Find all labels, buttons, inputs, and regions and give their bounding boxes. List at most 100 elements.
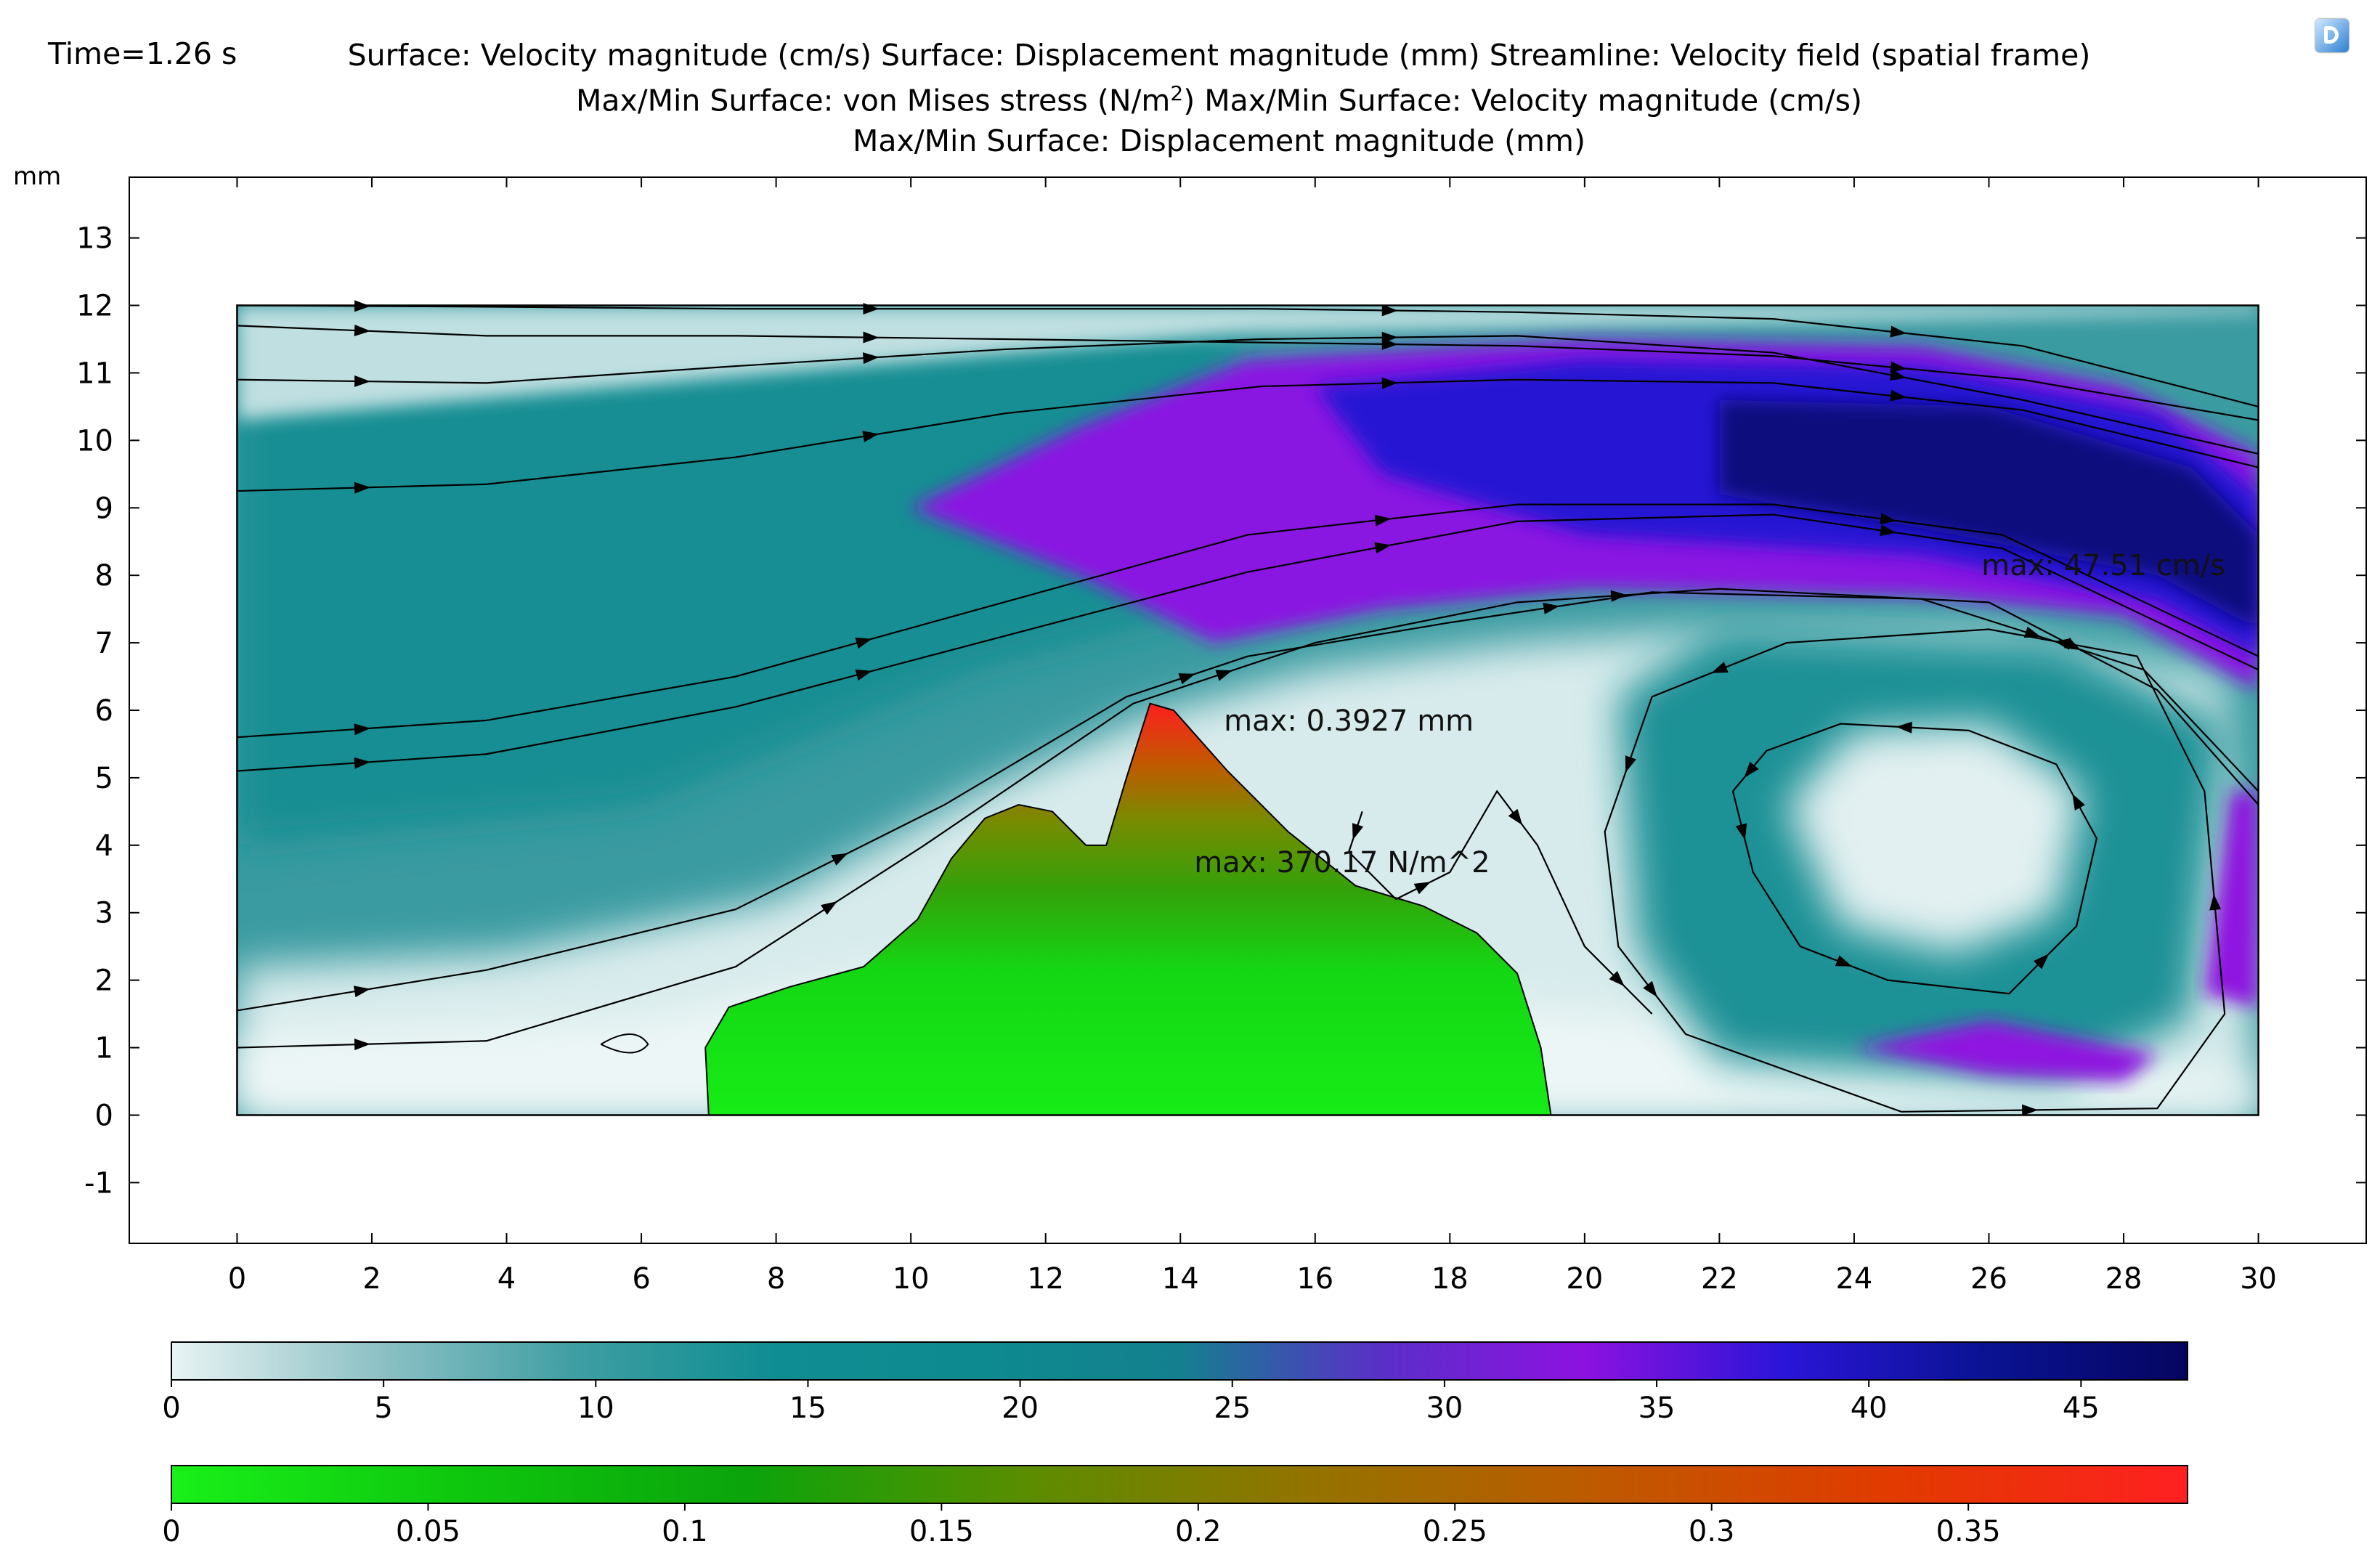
streamline-arrow: [1890, 325, 1907, 338]
y-tick-label: 8: [95, 559, 113, 593]
streamline-top-3: [237, 335, 2259, 455]
streamline-arrow: [1735, 823, 1747, 840]
field-light-top: [237, 305, 2259, 420]
displacement-colorbar-tick-label: 0.25: [1423, 1515, 1487, 1544]
velocity-colorbar-tick-label: 25: [1214, 1391, 1251, 1425]
streamline-arrow: [863, 331, 880, 344]
streamline-arrow: [1643, 980, 1657, 998]
x-axis: 024681012141618202224262830mm: [228, 177, 2277, 1296]
streamline-arrow: [1889, 369, 1907, 381]
x-tick-label: 6: [632, 1262, 650, 1296]
title-line-2-a: Max/Min Surface: von Mises stress (N/m: [576, 83, 1171, 118]
y-tick-label: 7: [95, 627, 113, 660]
displacement-colorbar-tick-label: 0.3: [1689, 1515, 1735, 1544]
x-tick-label: 28: [2105, 1262, 2143, 1296]
streamline-arrow: [1508, 808, 1523, 826]
x-tick-label: 0: [228, 1262, 246, 1296]
streamline-arrow: [1381, 331, 1398, 344]
y-tick-label: 1: [95, 1032, 113, 1065]
streamline-arrow: [855, 669, 872, 681]
streamline-arrow: [354, 723, 371, 736]
x-tick-label: 8: [767, 1262, 785, 1296]
y-tick-label: 13: [76, 222, 113, 256]
app-logo-icon: [2315, 19, 2349, 52]
streamline-arrow: [353, 986, 370, 998]
displacement-colorbar-tick-label: 0.15: [909, 1515, 974, 1544]
velocity-colorbar-tick-label: 5: [374, 1391, 392, 1425]
velocity-colorbar-tick-label: 35: [1638, 1391, 1676, 1425]
velocity-colorbar-tick-label: 10: [577, 1391, 614, 1425]
x-tick-label: 22: [1701, 1262, 1738, 1296]
streamline-arrow: [1609, 970, 1625, 987]
streamline-arrow: [1835, 955, 1853, 967]
domain-border: [236, 304, 2259, 1116]
streamline-mid-2: [237, 503, 2259, 739]
colorbars: 0 5 10 15 20 25 30 35 40 45 0 0.05 0.1 0.15 0.2 0.25 0.3…: [162, 1341, 2188, 1544]
streamline-top-2: [237, 325, 2259, 421]
streamline-arrow: [2209, 893, 2222, 911]
displacement-colorbar: [171, 1465, 2188, 1504]
streamline-arrow: [821, 901, 837, 915]
streamline-arrow: [1352, 823, 1364, 840]
streamline-arrow: [1374, 514, 1392, 527]
y-tick-label: 0: [95, 1099, 113, 1132]
velocity-colorbar-tick-label: 15: [789, 1391, 826, 1425]
streamline-arrow: [1413, 882, 1431, 895]
y-tick-label: 6: [95, 694, 113, 728]
x-tick-label: 20: [1566, 1262, 1603, 1296]
x-tick-label: 18: [1431, 1262, 1469, 1296]
plot-title-line-2: Max/Min Surface: von Mises stress (N/m2)…: [29, 81, 2380, 118]
x-tick-label: 26: [1970, 1262, 2007, 1296]
plot-title-line-3: Max/Min Surface: Displacement magnitude …: [853, 123, 1585, 158]
streamline-arrow: [831, 853, 848, 866]
streamline-arrow: [354, 482, 371, 494]
streamline-arrow: [862, 431, 880, 442]
time-label: Time=1.26 s: [48, 36, 237, 71]
streamline-arrow: [1543, 602, 1560, 614]
field-teal-left: [237, 305, 1248, 845]
y-unit-label: mm: [13, 162, 61, 191]
y-tick-label: 9: [95, 492, 113, 525]
displacement-colorbar-tick-label: 0.1: [662, 1515, 708, 1544]
streamline-arrow: [1381, 304, 1398, 317]
streamline-mid-1: [237, 378, 2259, 492]
displacement-colorbar-tick-label: 0: [162, 1515, 180, 1544]
streamline-arrow: [863, 303, 880, 315]
streamline-arrow: [855, 637, 872, 649]
streamline-arrow: [1178, 673, 1195, 685]
y-tick-label: 2: [95, 964, 113, 998]
streamline-small-loop: [600, 1033, 649, 1054]
streamline-arrow: [354, 757, 371, 769]
streamline-arrow: [1610, 590, 1628, 602]
y-tick-label: 4: [95, 829, 113, 863]
streamline-vortex-inner: [1731, 723, 2098, 995]
x-tick-label: 24: [1835, 1262, 1872, 1296]
streamline-arrow: [1890, 389, 1907, 402]
velocity-colorbar: [171, 1341, 2188, 1381]
streamline-arrow: [2054, 638, 2071, 650]
x-tick-label: 12: [1027, 1262, 1064, 1296]
max-annotation: max: 0.3927 mm: [1224, 704, 1474, 738]
displacement-colorbar-tick-label: 0.35: [1936, 1515, 2001, 1544]
x-tick-label: 10: [893, 1262, 930, 1296]
velocity-colorbar-tick-label: 20: [1002, 1391, 1039, 1425]
field-jet-dark: [1719, 399, 2259, 630]
x-tick-label: 4: [497, 1262, 516, 1296]
streamline-arrow: [1215, 670, 1232, 681]
x-tick-label: 30: [2240, 1262, 2277, 1296]
displacement-colorbar-tick-label: 0.05: [396, 1515, 460, 1544]
velocity-field: [237, 305, 2259, 1116]
streamline-arrow: [1896, 721, 1912, 734]
y-tick-label: 5: [95, 762, 113, 795]
streamline-arrow: [2023, 626, 2042, 638]
streamline-arrow: [1374, 542, 1392, 554]
streamline-arrow: [354, 1039, 371, 1051]
velocity-colorbar-tick-label: 40: [1851, 1391, 1888, 1425]
streamline-arrow: [1711, 662, 1729, 673]
streamline-arrow: [1890, 361, 1907, 373]
streamline-arrow: [1381, 377, 1398, 389]
streamline-vortex-outer: [1604, 628, 2226, 1113]
field-bottom-purple: [1853, 1020, 2158, 1082]
